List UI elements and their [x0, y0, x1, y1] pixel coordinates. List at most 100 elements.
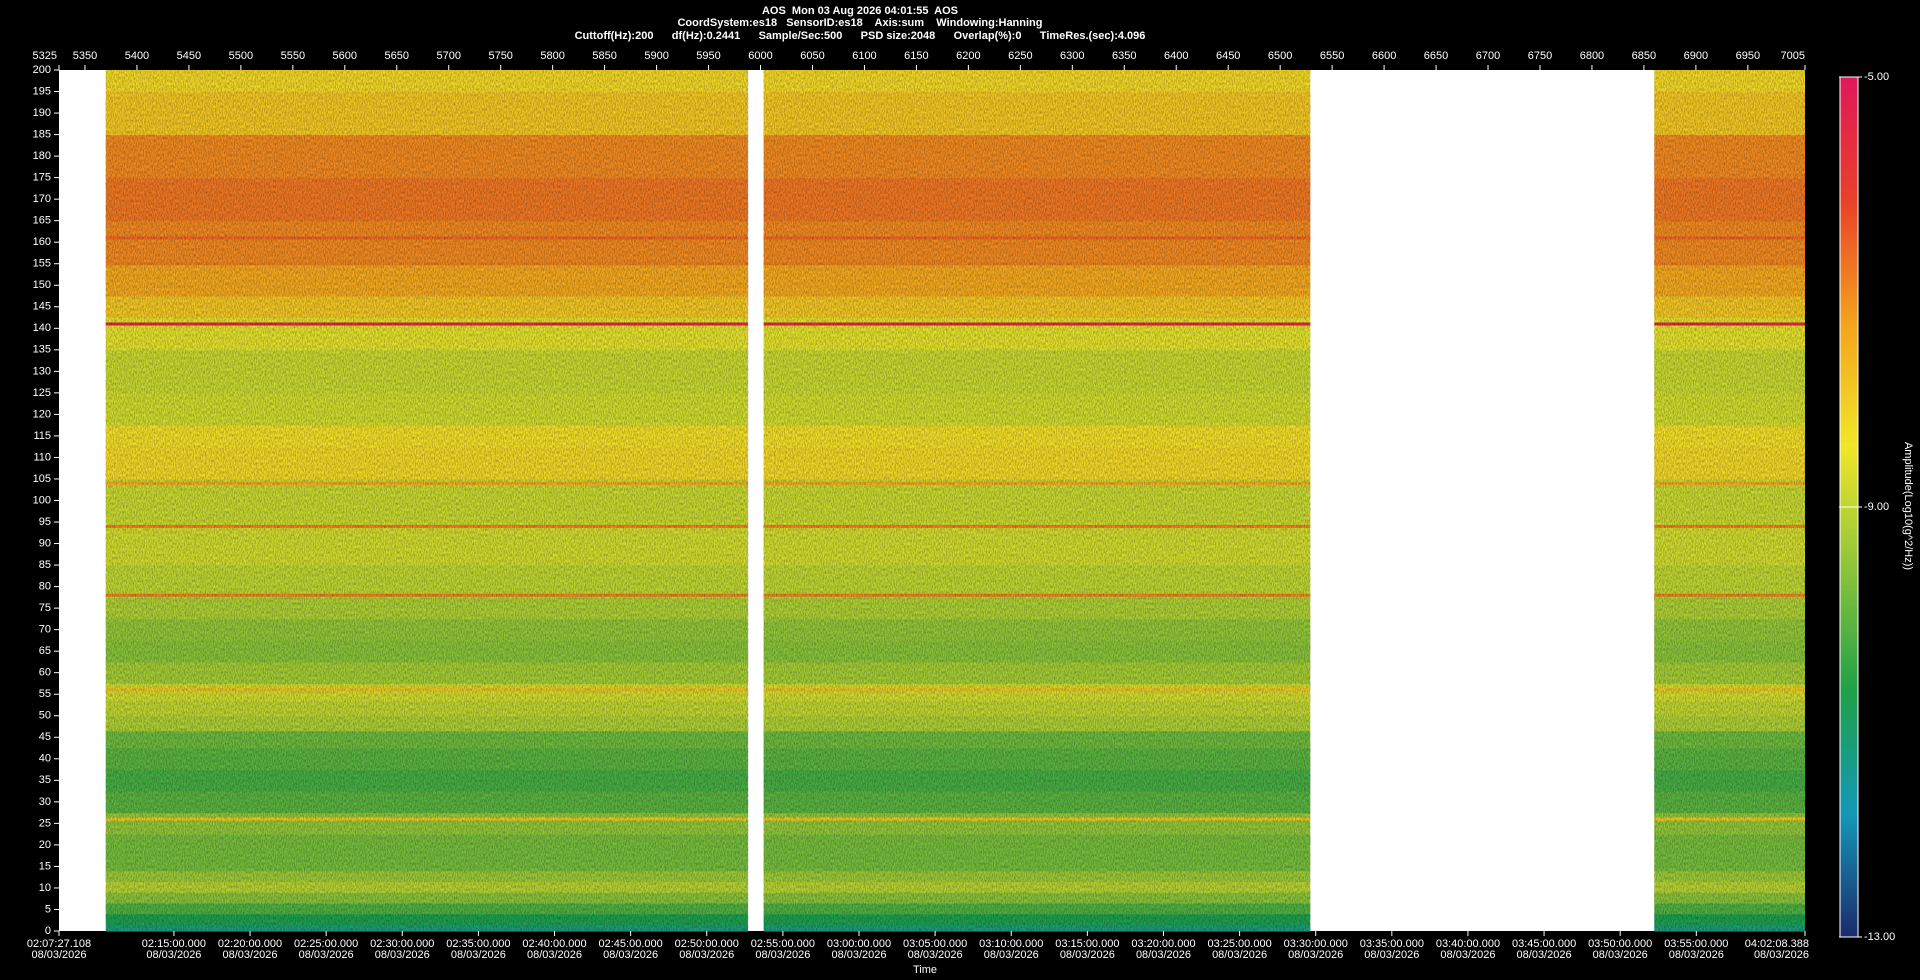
y-tick-label: 180 — [33, 150, 51, 162]
colorbar-label: Amplitude(Log10(g^2/Hz)) — [1902, 442, 1914, 570]
x2-tick-label: 6800 — [1580, 50, 1604, 62]
y-tick-label: 0 — [45, 925, 51, 937]
y-tick-label: 150 — [33, 279, 51, 291]
x2-tick-label: 5900 — [644, 50, 668, 62]
x2-tick-label: 5450 — [177, 50, 201, 62]
y-tick-label: 45 — [39, 731, 51, 743]
x2-tick-label: 5400 — [125, 50, 149, 62]
y-tick-label: 70 — [39, 624, 51, 636]
x-tick-date: 08/03/2026 — [984, 949, 1039, 961]
y-tick-label: 160 — [33, 236, 51, 248]
x2-tick-label: 6500 — [1268, 50, 1292, 62]
chart-settings: Cuttoff(Hz):200 df(Hz):0.2441 Sample/Sec… — [575, 30, 1146, 42]
y-tick-label: 105 — [33, 473, 51, 485]
y-tick-label: 145 — [33, 301, 51, 313]
y-tick-label: 40 — [39, 753, 51, 765]
noise-texture — [105, 70, 749, 931]
y-tick-label: 190 — [33, 107, 51, 119]
x-tick-label: 02:30:00.000 — [370, 938, 434, 950]
x2-tick-label: 6550 — [1320, 50, 1344, 62]
y-tick-label: 10 — [39, 882, 51, 894]
x2-tick-label: 6700 — [1476, 50, 1500, 62]
y-tick-label: 120 — [33, 408, 51, 420]
x-tick-label: 03:00:00.000 — [827, 938, 891, 950]
y-tick-label: 165 — [33, 215, 51, 227]
chart-subtitle: CoordSystem:es18 SensorID:es18 Axis:sum … — [677, 17, 1042, 29]
x-tick-date: 08/03/2026 — [1060, 949, 1115, 961]
x-tick-date: 08/03/2026 — [679, 949, 734, 961]
y-tick-label: 125 — [33, 387, 51, 399]
spectrogram-data — [105, 70, 1805, 932]
x2-tick-label: 6450 — [1216, 50, 1240, 62]
x2-tick-label: 6250 — [1008, 50, 1032, 62]
y-tick-label: 115 — [33, 430, 51, 442]
x-tick-label: 02:15:00.000 — [142, 938, 206, 950]
x-tick-label: 03:20:00.000 — [1131, 938, 1195, 950]
y-tick-label: 130 — [33, 365, 51, 377]
x-tick-label: 03:40:00.000 — [1436, 938, 1500, 950]
x2-tick-label: 5800 — [540, 50, 564, 62]
y-tick-label: 85 — [39, 559, 51, 571]
x-tick-date: 08/03/2026 — [375, 949, 430, 961]
x2-tick-label: 5700 — [436, 50, 460, 62]
x2-tick-label: 5950 — [696, 50, 720, 62]
x2-tick-label: 5850 — [592, 50, 616, 62]
colorbar-tick-label: -13.00 — [1864, 931, 1895, 943]
x-tick-date: 08/03/2026 — [222, 949, 277, 961]
x2-tick-label: 6400 — [1164, 50, 1188, 62]
x-tick-date: 08/03/2026 — [299, 949, 354, 961]
x-tick-label: 02:55:00.000 — [751, 938, 815, 950]
y-tick-label: 185 — [33, 128, 51, 140]
x2-tick-label: 5350 — [73, 50, 97, 62]
y-tick-label: 25 — [39, 817, 51, 829]
x-tick-date: 08/03/2026 — [1136, 949, 1191, 961]
colorbar-tick-label: -9.00 — [1864, 501, 1889, 513]
x2-tick-label: 6050 — [800, 50, 824, 62]
y-tick-label: 5 — [45, 903, 51, 915]
y-tick-label: 75 — [39, 602, 51, 614]
x-tick-label: 03:55:00.000 — [1664, 938, 1728, 950]
x-tick-label: 03:25:00.000 — [1207, 938, 1271, 950]
x-tick-date: 08/03/2026 — [146, 949, 201, 961]
x-tick-label: 03:30:00.000 — [1284, 938, 1348, 950]
x-tick-date: 08/03/2026 — [451, 949, 506, 961]
x-tick-date: 08/03/2026 — [603, 949, 658, 961]
chart-title: AOS Mon 03 Aug 2026 04:01:55 AOS — [762, 5, 958, 17]
x-tick-label: 02:20:00.000 — [218, 938, 282, 950]
y-tick-label: 35 — [39, 774, 51, 786]
x-tick-date: 08/03/2026 — [831, 949, 886, 961]
x2-tick-label: 6600 — [1372, 50, 1396, 62]
x-tick-label: 02:35:00.000 — [446, 938, 510, 950]
x-tick-label: 02:45:00.000 — [599, 938, 663, 950]
y-tick-label: 155 — [33, 258, 51, 270]
y-tick-label: 30 — [39, 796, 51, 808]
x2-tick-label: 6850 — [1632, 50, 1656, 62]
y-tick-label: 55 — [39, 688, 51, 700]
x-tick-date: 08/03/2026 — [31, 949, 86, 961]
x-tick-label: 03:35:00.000 — [1360, 938, 1424, 950]
colorbar-tick-label: -5.00 — [1864, 71, 1889, 83]
y-tick-label: 175 — [33, 172, 51, 184]
x-tick-label: 04:02:08.388 — [1745, 938, 1809, 950]
x-tick-label: 03:10:00.000 — [979, 938, 1043, 950]
x-tick-date: 08/03/2026 — [1212, 949, 1267, 961]
x2-tick-label: 6900 — [1684, 50, 1708, 62]
y-tick-label: 195 — [33, 85, 51, 97]
x-tick-date: 08/03/2026 — [755, 949, 810, 961]
x-tick-label: 02:07:27.108 — [27, 938, 91, 950]
x-tick-label: 03:05:00.000 — [903, 938, 967, 950]
x-tick-date: 08/03/2026 — [908, 949, 963, 961]
x-tick-label: 03:15:00.000 — [1055, 938, 1119, 950]
y-tick-label: 60 — [39, 667, 51, 679]
y-tick-label: 65 — [39, 645, 51, 657]
y-tick-label: 80 — [39, 581, 51, 593]
x2-tick-label: 7005 — [1781, 50, 1805, 62]
x2-tick-label: 6350 — [1112, 50, 1136, 62]
y-tick-label: 110 — [33, 451, 51, 463]
x-tick-date: 08/03/2026 — [1288, 949, 1343, 961]
y-tick-label: 90 — [39, 537, 51, 549]
x-tick-label: 03:50:00.000 — [1588, 938, 1652, 950]
x2-tick-label: 5650 — [385, 50, 409, 62]
x-tick-label: 02:40:00.000 — [522, 938, 586, 950]
x-tick-date: 08/03/2026 — [1754, 949, 1809, 961]
